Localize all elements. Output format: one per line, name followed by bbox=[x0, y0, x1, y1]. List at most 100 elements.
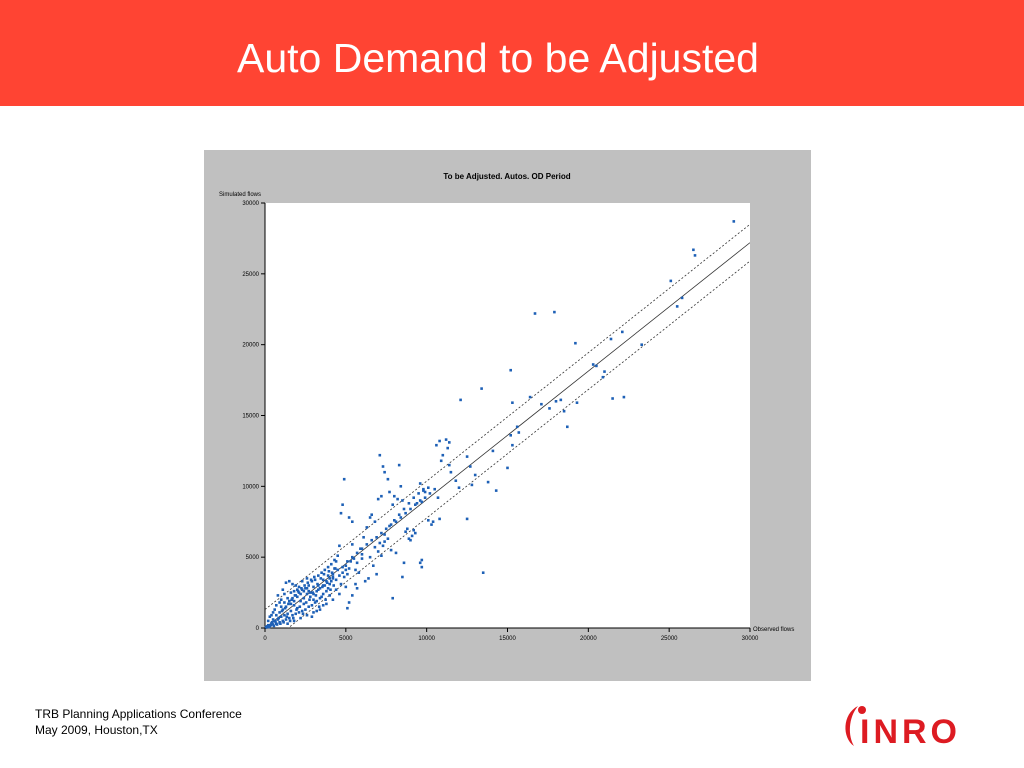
data-point bbox=[373, 520, 377, 523]
data-point bbox=[554, 400, 558, 403]
data-point bbox=[277, 616, 280, 620]
data-point bbox=[409, 507, 412, 511]
data-point bbox=[346, 560, 349, 563]
data-point bbox=[611, 397, 614, 400]
data-point bbox=[307, 605, 310, 608]
data-point bbox=[393, 519, 396, 522]
data-point bbox=[317, 584, 320, 587]
data-point bbox=[506, 466, 509, 470]
data-point bbox=[297, 585, 301, 589]
data-point bbox=[305, 592, 309, 596]
data-point bbox=[292, 619, 296, 623]
data-point bbox=[285, 615, 289, 618]
data-point bbox=[338, 592, 341, 596]
data-point bbox=[732, 220, 736, 223]
data-point bbox=[315, 589, 318, 593]
data-point bbox=[401, 499, 404, 502]
data-point bbox=[402, 561, 406, 565]
data-point bbox=[548, 407, 551, 410]
data-point bbox=[334, 560, 338, 563]
y-tick-label: 10000 bbox=[242, 484, 259, 490]
data-point bbox=[294, 594, 297, 597]
data-point bbox=[300, 579, 304, 583]
data-point bbox=[325, 579, 328, 583]
data-point bbox=[288, 579, 291, 583]
data-point bbox=[314, 594, 318, 597]
data-point bbox=[304, 608, 307, 611]
data-point bbox=[305, 577, 309, 580]
data-point bbox=[289, 602, 293, 606]
data-point bbox=[313, 601, 317, 604]
data-point bbox=[310, 604, 314, 607]
data-point bbox=[354, 582, 357, 586]
data-point bbox=[367, 577, 370, 580]
data-point bbox=[422, 487, 425, 491]
data-point bbox=[457, 486, 461, 489]
data-point bbox=[328, 577, 331, 580]
data-point bbox=[404, 530, 407, 533]
data-point bbox=[394, 551, 398, 555]
data-point bbox=[330, 562, 333, 566]
plot-area bbox=[265, 203, 750, 628]
data-point bbox=[404, 511, 407, 515]
data-point bbox=[323, 584, 327, 587]
data-point bbox=[309, 591, 312, 594]
data-point bbox=[407, 537, 411, 540]
data-point bbox=[360, 553, 364, 556]
data-point bbox=[283, 601, 286, 604]
logo-swoosh-icon bbox=[845, 706, 858, 746]
data-point bbox=[380, 554, 383, 557]
data-point bbox=[370, 538, 373, 542]
data-point bbox=[331, 572, 335, 576]
data-point bbox=[397, 513, 401, 516]
footer: TRB Planning Applications Conference May… bbox=[35, 706, 242, 738]
data-point bbox=[454, 479, 458, 482]
data-point bbox=[347, 567, 351, 570]
data-point bbox=[427, 486, 430, 489]
data-point bbox=[272, 624, 276, 628]
data-point bbox=[292, 616, 295, 620]
data-point bbox=[368, 516, 372, 519]
data-point bbox=[359, 547, 362, 550]
x-axis-ticks: 0 5000 10000 15000 20000 25000 30000 bbox=[263, 628, 759, 642]
data-point bbox=[427, 519, 430, 522]
data-point bbox=[351, 520, 354, 523]
data-point bbox=[274, 620, 277, 623]
data-point bbox=[278, 601, 281, 604]
data-point bbox=[294, 612, 297, 616]
data-point bbox=[334, 588, 338, 591]
inro-logo: INRO bbox=[845, 706, 957, 750]
data-point bbox=[446, 446, 449, 450]
data-point bbox=[321, 592, 325, 596]
data-point bbox=[288, 616, 291, 620]
data-point bbox=[320, 571, 323, 574]
data-point bbox=[357, 571, 361, 574]
data-point bbox=[603, 370, 606, 373]
data-point bbox=[383, 470, 386, 474]
logo-dot-icon bbox=[858, 706, 866, 714]
data-point bbox=[292, 604, 296, 607]
data-point bbox=[339, 582, 343, 586]
data-point bbox=[517, 431, 521, 434]
data-point bbox=[480, 387, 483, 390]
data-point bbox=[562, 409, 566, 413]
data-point bbox=[318, 587, 322, 590]
data-point bbox=[376, 497, 380, 501]
data-point bbox=[298, 605, 302, 608]
data-point bbox=[290, 598, 293, 601]
data-point bbox=[321, 584, 325, 587]
data-point bbox=[575, 401, 579, 404]
data-point bbox=[326, 565, 330, 569]
data-point bbox=[640, 343, 643, 346]
data-point bbox=[330, 579, 333, 583]
y-tick-label: 30000 bbox=[242, 201, 259, 207]
data-point bbox=[441, 453, 445, 457]
data-point bbox=[296, 588, 299, 591]
data-point bbox=[268, 615, 272, 618]
data-point bbox=[297, 591, 301, 594]
data-point bbox=[375, 536, 378, 539]
data-point bbox=[449, 470, 453, 474]
data-point bbox=[310, 579, 314, 583]
data-point bbox=[423, 490, 427, 494]
data-point bbox=[511, 401, 514, 404]
